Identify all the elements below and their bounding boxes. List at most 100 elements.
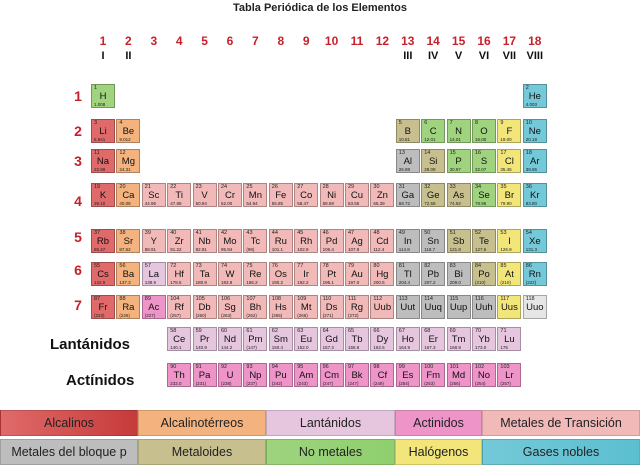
atomic-number: 98 bbox=[373, 364, 380, 370]
atomic-number: 45 bbox=[297, 230, 304, 236]
element-symbol: Hs bbox=[274, 302, 287, 313]
element-cell: 98 Cf (249) bbox=[370, 363, 395, 387]
atomic-mass: 175 bbox=[500, 345, 508, 350]
element-cell: 17 Cl 35.45 bbox=[497, 149, 522, 173]
element-cell: 73 Ta 180.9 bbox=[192, 262, 217, 286]
atomic-mass: 95.94 bbox=[221, 247, 233, 252]
atomic-mass: (247) bbox=[322, 381, 334, 386]
atomic-mass: 197.0 bbox=[348, 280, 360, 285]
atomic-number: 18 bbox=[525, 150, 532, 156]
element-cell: 59 Pr 140.9 bbox=[192, 327, 217, 351]
element-cell: 42 Mo 95.94 bbox=[218, 229, 242, 253]
atomic-mass: 107.9 bbox=[348, 247, 360, 252]
element-symbol: Sm bbox=[273, 334, 288, 345]
element-symbol: Uup bbox=[449, 302, 468, 313]
element-symbol: Ir bbox=[303, 269, 310, 280]
atomic-number: 3 bbox=[94, 120, 98, 126]
element-symbol: Rg bbox=[350, 302, 364, 313]
atomic-number: 77 bbox=[297, 263, 304, 269]
element-cell: 53 I 126.9 bbox=[497, 229, 522, 253]
element-cell: 37 Rb 85.47 bbox=[91, 229, 115, 253]
atomic-mass: 72.59 bbox=[424, 201, 436, 206]
element-cell: 106 Sg (263) bbox=[218, 295, 242, 319]
atomic-number: 30 bbox=[373, 184, 380, 190]
element-cell: 85 At (210) bbox=[497, 262, 522, 286]
element-symbol: Cd bbox=[376, 236, 389, 247]
group-roman-numeral: V bbox=[454, 50, 463, 62]
element-symbol: S bbox=[480, 156, 488, 167]
group-number: 13 bbox=[401, 34, 415, 48]
atomic-mass: 30.97 bbox=[449, 167, 461, 172]
atomic-mass: (98) bbox=[246, 247, 255, 252]
element-symbol: Co bbox=[300, 190, 313, 201]
atomic-number: 117 bbox=[500, 296, 510, 302]
element-cell: 92 U (238) bbox=[218, 363, 242, 387]
element-symbol: F bbox=[506, 126, 513, 137]
atomic-number: 22 bbox=[170, 184, 177, 190]
atomic-mass: 232.0 bbox=[170, 381, 182, 386]
element-cell: 20 Ca 40.08 bbox=[116, 183, 141, 207]
element-cell: 69 Tm 168.9 bbox=[446, 327, 471, 351]
element-cell: 49 In 114.8 bbox=[395, 229, 420, 253]
group-roman-numeral: VIII bbox=[526, 50, 544, 62]
element-cell: 103 Lr (257) bbox=[497, 363, 522, 387]
atomic-mass: 150.4 bbox=[271, 345, 284, 350]
atomic-number: 2 bbox=[525, 85, 529, 91]
atomic-number: 68 bbox=[424, 328, 431, 334]
element-cell: 24 Cr 52.00 bbox=[218, 183, 242, 207]
element-symbol: Hf bbox=[174, 269, 184, 280]
atomic-number: 79 bbox=[348, 263, 355, 269]
element-cell: 46 Pd 106.4 bbox=[319, 229, 344, 253]
element-symbol: Rn bbox=[528, 269, 541, 280]
atomic-mass: 121.8 bbox=[449, 247, 461, 252]
atomic-mass: 204.4 bbox=[398, 280, 411, 285]
element-cell: 95 Am (243) bbox=[294, 363, 319, 387]
element-cell: 6 C 12.01 bbox=[421, 119, 446, 143]
element-cell: 75 Re 186.2 bbox=[243, 262, 268, 286]
atomic-number: 48 bbox=[373, 230, 380, 236]
element-cell: 33 As 74.92 bbox=[446, 183, 471, 207]
atomic-number: 16 bbox=[475, 150, 482, 156]
atomic-number: 89 bbox=[144, 296, 151, 302]
atomic-number: 85 bbox=[500, 263, 507, 269]
group-number: 2 bbox=[125, 34, 132, 48]
element-cell: 47 Ag 107.9 bbox=[345, 229, 369, 253]
atomic-mass: (227) bbox=[144, 313, 156, 318]
atomic-mass: (272) bbox=[348, 313, 359, 318]
lanthanides-row-label: Lantánidos bbox=[50, 336, 131, 353]
element-symbol: Po bbox=[478, 269, 490, 280]
element-symbol: In bbox=[403, 236, 412, 247]
atomic-mass: 152.0 bbox=[297, 345, 309, 350]
atomic-mass: (249) bbox=[373, 381, 384, 386]
atomic-number: 113 bbox=[398, 296, 408, 302]
atomic-mass: (257) bbox=[170, 313, 181, 318]
legend-item: No metales bbox=[266, 439, 395, 465]
atomic-mass: 190.2 bbox=[271, 280, 284, 285]
atomic-mass: 186.2 bbox=[246, 280, 258, 285]
atomic-number: 76 bbox=[271, 263, 278, 269]
atomic-number: 75 bbox=[246, 263, 253, 269]
atomic-number: 90 bbox=[170, 364, 177, 370]
element-symbol: Pu bbox=[274, 370, 287, 381]
atomic-number: 97 bbox=[348, 364, 355, 370]
atomic-mass: 114.8 bbox=[398, 247, 410, 252]
group-number: 6 bbox=[226, 34, 234, 48]
element-symbol: Tm bbox=[451, 334, 466, 345]
element-symbol: Sr bbox=[123, 236, 134, 247]
element-symbol: Re bbox=[249, 269, 262, 280]
atomic-mass: 200.5 bbox=[373, 280, 385, 285]
element-cell: 60 Nd 144.2 bbox=[218, 327, 242, 351]
atomic-mass: (266) bbox=[297, 313, 308, 318]
element-symbol: Uus bbox=[500, 302, 518, 313]
atomic-number: 99 bbox=[398, 364, 405, 370]
atomic-number: 4 bbox=[119, 120, 123, 126]
atomic-mass: (222) bbox=[525, 280, 537, 285]
element-symbol: Tc bbox=[250, 236, 261, 247]
element-cell: 34 Se 78.96 bbox=[472, 183, 496, 207]
atomic-mass: 102.9 bbox=[297, 247, 309, 252]
element-symbol: Se bbox=[478, 190, 490, 201]
element-cell: 16 S 32.07 bbox=[472, 149, 496, 173]
atomic-number: 115 bbox=[449, 296, 459, 302]
period-number: 6 bbox=[74, 262, 82, 278]
element-symbol: Rf bbox=[174, 302, 184, 313]
